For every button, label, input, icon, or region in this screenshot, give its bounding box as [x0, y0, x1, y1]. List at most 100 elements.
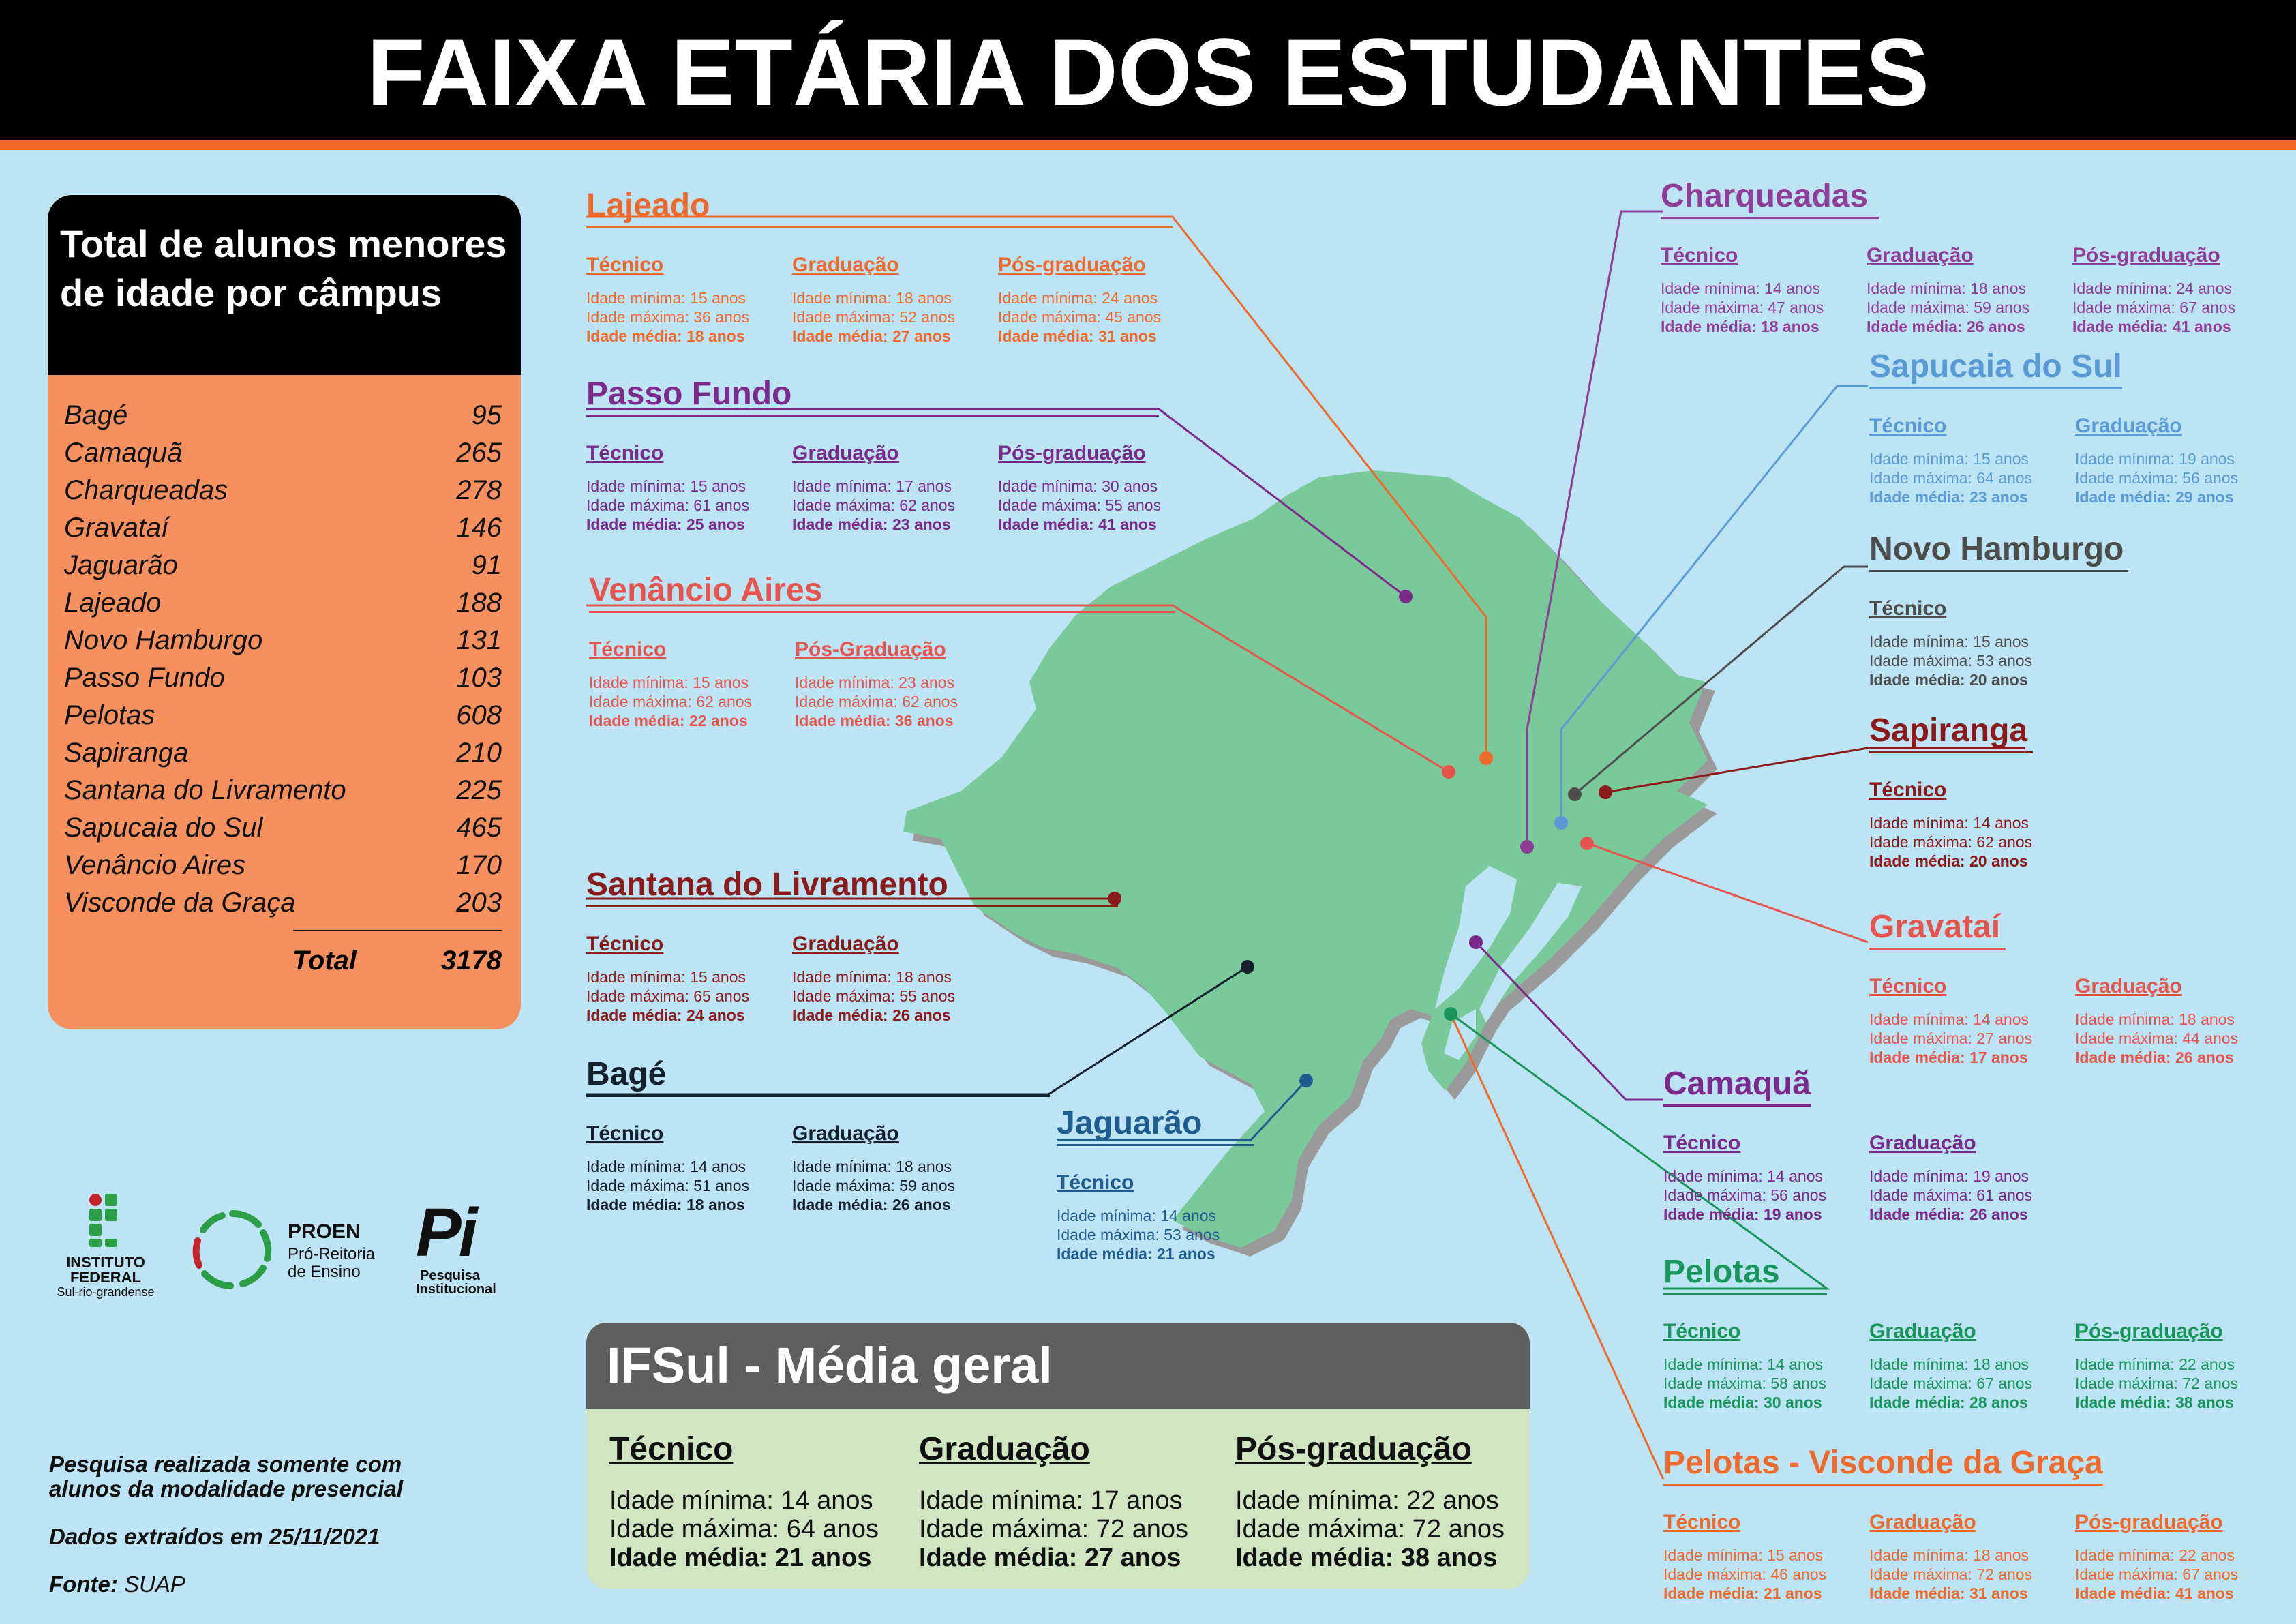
totals-total-label: Total: [292, 946, 357, 976]
age-value: 15 anos: [690, 289, 746, 307]
level-name: Técnico: [1869, 975, 1947, 997]
age-min: Idade mínima: 15 anos: [586, 477, 792, 496]
proen-title: PROEN: [288, 1220, 361, 1243]
level-column: Graduação Idade mínima: 18 anos Idade máxi…: [2075, 973, 2281, 1067]
age-label: Idade máxima:: [609, 1515, 787, 1544]
age-avg: Idade média: 19 anos: [1663, 1205, 1869, 1224]
age-min: Idade mínima: 14 anos: [586, 1157, 792, 1176]
campus-block-sapucaia: Sapucaia do Sul Técnico Idade mínima: 15 a…: [1869, 346, 2281, 507]
minor-count: 278: [456, 475, 502, 505]
age-min: Idade mínima: 23 anos: [795, 673, 1001, 692]
leader-line: [586, 604, 1449, 773]
age-label: Idade mínima:: [792, 968, 896, 986]
level-column: Técnico Idade mínima: 15 anos Idade máxima…: [586, 931, 792, 1025]
proen-logo: PROEN Pró-Reitoria de Ensino: [188, 1205, 393, 1301]
media-geral-panel: IFSul - Média geral Técnico Idade mínima:…: [586, 1323, 1530, 1589]
age-value: 18 anos: [896, 1158, 952, 1175]
age-label: Idade máxima:: [586, 1177, 694, 1194]
pesquisa-institucional-logo: Pi Pesquisa Institucional: [416, 1199, 525, 1301]
level-name: Graduação: [2075, 415, 2182, 437]
age-min: Idade mínima: 14 anos: [1663, 1167, 1869, 1186]
age-value: 18 anos: [896, 968, 952, 986]
campus-name: Bagé: [586, 1054, 1050, 1097]
age-value: 22 anos: [2179, 1546, 2235, 1564]
level-name: Graduação: [1869, 1511, 1976, 1533]
levels-row: Técnico Idade mínima: 15 anos Idade máxima…: [589, 636, 1175, 730]
age-value: 18 anos: [1973, 1355, 2029, 1373]
note-line2: alunos da modalidade presencial: [49, 1476, 403, 1501]
age-value: 22 anos: [2179, 1355, 2235, 1373]
geral-level-column: Pós-graduação Idade mínima: 22 anos Idade …: [1235, 1429, 1522, 1572]
levels-row: Técnico Idade mínima: 14 anos Idade máxima…: [1057, 1169, 1263, 1263]
age-label: Idade mínima:: [1869, 450, 1974, 468]
age-avg: Idade média: 30 anos: [1663, 1393, 1869, 1412]
age-label: Idade máxima:: [1867, 299, 1974, 316]
age-value: 64 anos: [786, 1515, 879, 1544]
page-title: FAIXA ETÁRIA DOS ESTUDANTES: [366, 18, 1930, 125]
minor-count: 465: [456, 813, 502, 843]
age-value: 14 anos: [1973, 1010, 2029, 1028]
age-label: Idade máxima:: [2075, 469, 2183, 487]
age-value: 46 anos: [1770, 1565, 1827, 1583]
logos: INSTITUTO FEDERAL Sul-rio-grandense PROE…: [48, 1193, 539, 1309]
age-value: 31 anos: [1969, 1584, 2028, 1602]
age-label: Idade média:: [792, 515, 892, 533]
level-name: Técnico: [1661, 244, 1738, 267]
level-name: Técnico: [586, 254, 664, 276]
totals-row: Sapiranga 210: [64, 734, 502, 772]
age-avg: Idade média: 36 anos: [795, 711, 1001, 730]
age-label: Idade média:: [998, 327, 1098, 345]
level-column: Graduação Idade mínima: 18 anos Idade máxi…: [1867, 242, 2072, 336]
leader-lines: [586, 210, 2025, 1480]
levels-row: Técnico Idade mínima: 14 anos Idade máxima…: [1869, 973, 2281, 1067]
campus-name: Pelotas - Visconde da Graça: [1663, 1443, 2103, 1486]
age-value: 23 anos: [898, 674, 954, 691]
age-label: Idade média:: [919, 1544, 1085, 1572]
age-value: 27 anos: [1084, 1544, 1181, 1572]
age-label: Idade máxima:: [586, 308, 694, 326]
leader-line: [586, 215, 1487, 758]
level-column: Pós-graduação Idade mínima: 24 anos Idade …: [2072, 242, 2278, 336]
age-min: Idade mínima: 17 anos: [792, 477, 998, 496]
age-label: Idade média:: [795, 712, 895, 730]
campus-name: Pelotas: [64, 700, 155, 730]
leader-line: [1057, 1079, 1308, 1141]
age-value: 15 anos: [690, 968, 746, 986]
level-name: Graduação: [1869, 1132, 1976, 1154]
age-value: 26 anos: [2175, 1049, 2234, 1066]
totals-total-value: 3178: [441, 946, 502, 976]
age-min: Idade mínima: 18 anos: [792, 288, 998, 307]
campus-name: Novo Hamburgo: [1869, 529, 2128, 572]
proen-line2: de Ensino: [288, 1263, 361, 1281]
totals-row: Camaquã 265: [64, 434, 502, 472]
leader-line: [1449, 1013, 1665, 1480]
age-max: Idade máxima: 47 anos: [1661, 298, 1867, 317]
age-max: Idade máxima: 27 anos: [1869, 1029, 2075, 1048]
minor-count: 608: [456, 700, 502, 730]
age-label: Idade mínima:: [1869, 1010, 1974, 1028]
minor-count: 91: [471, 550, 502, 580]
age-label: Idade máxima:: [1869, 1186, 1977, 1204]
age-label: Idade mínima:: [586, 1158, 691, 1175]
campus-name: Lajeado: [64, 588, 162, 618]
age-max: Idade máxima: 62 anos: [795, 692, 1001, 711]
level-name: Pós-graduação: [2075, 1320, 2223, 1342]
age-label: Idade máxima:: [919, 1515, 1096, 1544]
level-column: Técnico Idade mínima: 14 anos Idade máxima…: [1663, 1130, 1869, 1224]
level-column: Técnico Idade mínima: 15 anos Idade máxima…: [586, 252, 792, 346]
campus-name: Santana do Livramento: [586, 864, 1118, 907]
age-value: 62 anos: [902, 693, 958, 710]
level-column: Pós-graduação Idade mínima: 22 anos Idade …: [2075, 1509, 2281, 1603]
age-label: Idade máxima:: [998, 496, 1106, 514]
age-label: Idade mínima:: [586, 289, 691, 307]
level-column: Técnico Idade mínima: 15 anos Idade máxima…: [586, 440, 792, 534]
age-label: Idade mínima:: [1663, 1355, 1768, 1373]
campus-name: Jaguarão: [1057, 1103, 1254, 1146]
campus-dot: [1568, 787, 1582, 801]
age-min: Idade mínima: 15 anos: [586, 288, 792, 307]
level-column: Técnico Idade mínima: 14 anos Idade máxima…: [1663, 1318, 1869, 1412]
source-value: SUAP: [123, 1572, 185, 1597]
age-label: Idade mínima:: [792, 289, 896, 307]
geral-level-column: Técnico Idade mínima: 14 anos Idade máxima…: [609, 1429, 919, 1572]
